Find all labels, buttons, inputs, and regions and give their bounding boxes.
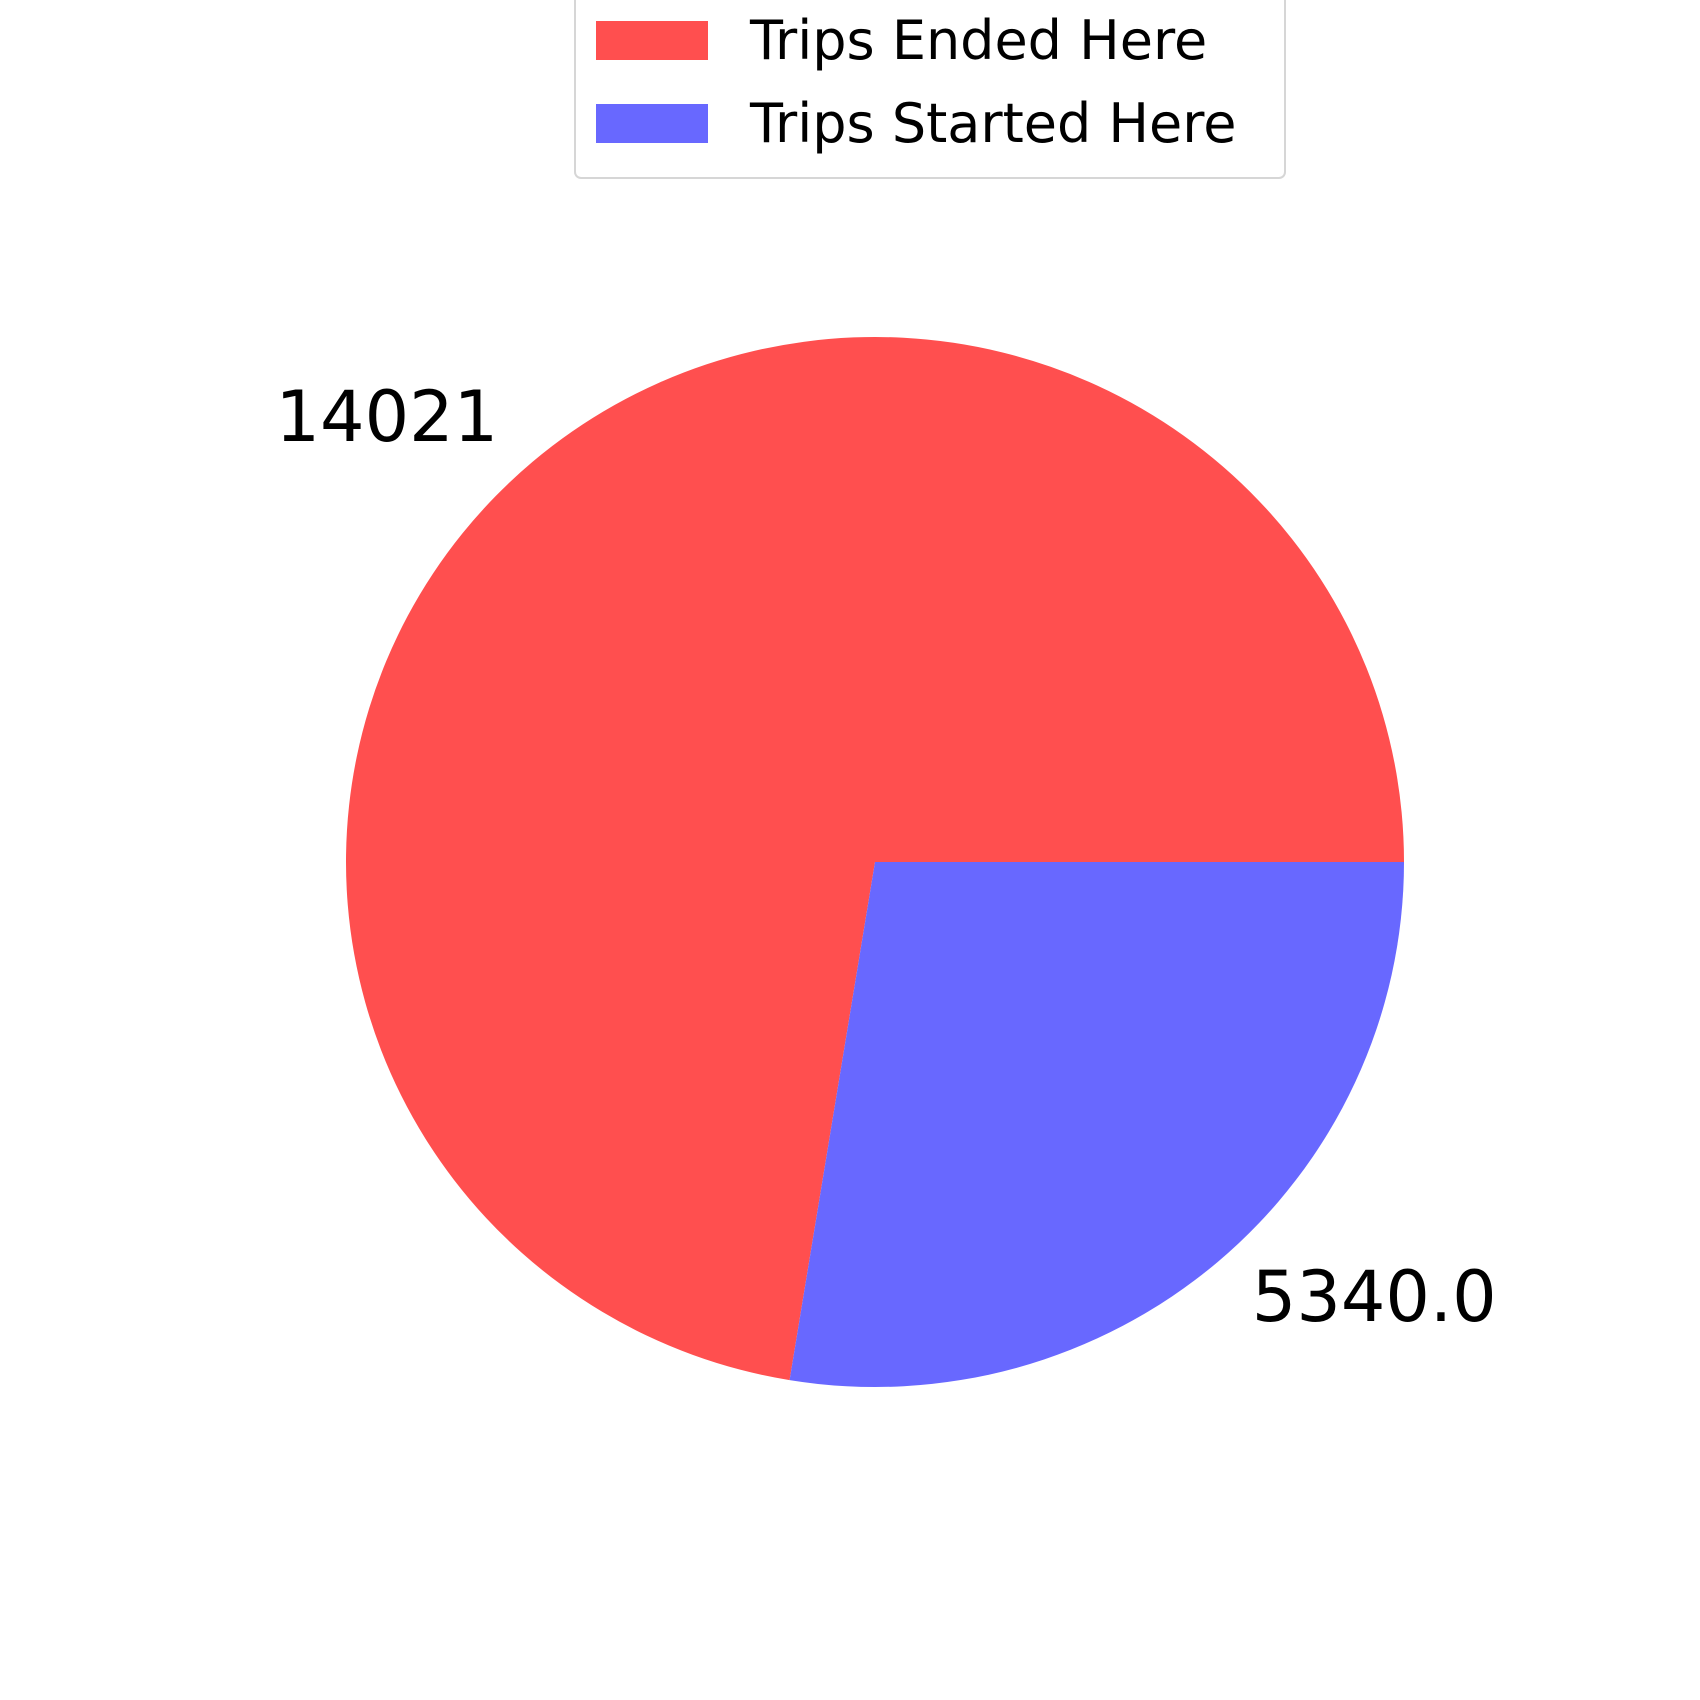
- legend-label-trips-ended: Trips Ended Here: [749, 9, 1207, 72]
- pie-slices: [346, 336, 1405, 1387]
- legend-swatch-trips-started: [596, 104, 708, 143]
- legend: Trips Ended Here Trips Started Here: [574, 0, 1286, 179]
- slice-value-label-trips-ended: 14021: [276, 376, 499, 458]
- legend-label-trips-started: Trips Started Here: [749, 92, 1236, 155]
- legend-frame: [574, 0, 1286, 179]
- legend-swatch-trips-ended: [596, 21, 708, 60]
- slice-value-labels: 14021 5340.0: [276, 376, 1497, 1338]
- slice-value-label-trips-started: 5340.0: [1252, 1256, 1497, 1338]
- pie-slice-trips-started: [789, 862, 1404, 1387]
- pie-slice-trips-ended: [346, 336, 1405, 1381]
